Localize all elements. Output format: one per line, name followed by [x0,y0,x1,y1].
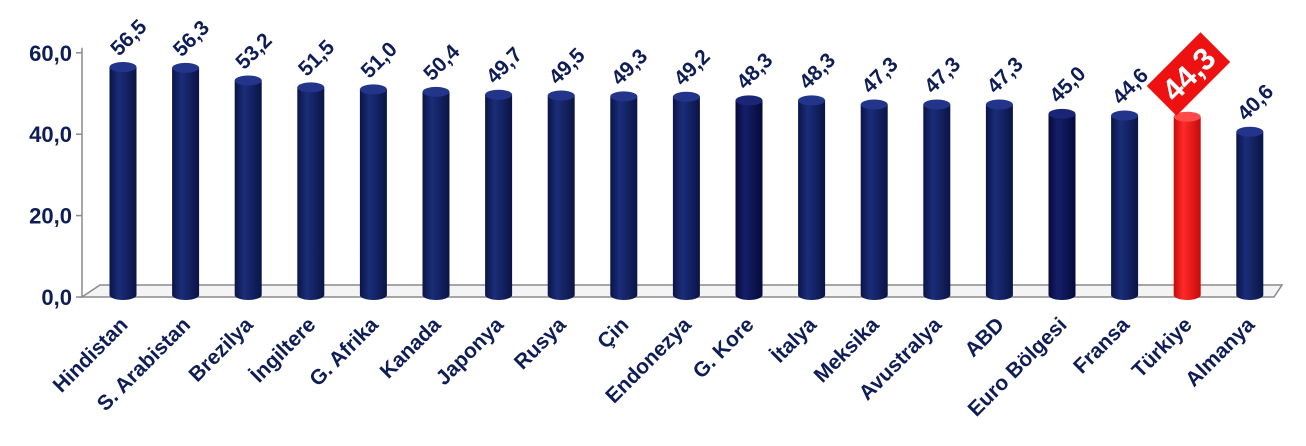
bar-body [610,96,638,300]
data-label: 49,3 [607,45,652,90]
category-label: Japonya [432,313,509,390]
category-label: Brezilya [185,313,258,386]
bar [422,86,450,300]
bar [297,82,325,301]
bar-body [860,104,888,300]
bar-body [172,67,200,300]
bar-body [359,89,387,301]
bar [1111,110,1139,300]
bar-cap [109,62,137,73]
bar-body [1236,131,1264,300]
bar-cap [610,91,638,102]
data-label: 56,5 [106,15,151,60]
bar-body [485,94,513,300]
bar-body [1173,116,1201,300]
category-label: Fransa [1069,313,1134,378]
category-label: Rusya [510,313,571,374]
bar [672,91,700,300]
bar [547,90,575,300]
bar [610,91,638,300]
bar-cap [735,95,763,106]
bar-cap [1236,126,1264,137]
bar-cap [923,99,951,110]
data-label: 47,3 [920,53,965,98]
bar-cap [297,82,325,93]
category-label: ABD [960,313,1008,361]
bar-cap [234,75,262,86]
bar [735,95,763,300]
bar-cap [798,95,826,106]
bar-cap [485,89,513,100]
data-label: 45,0 [1045,62,1090,107]
bar-cap [1111,110,1139,121]
bar [172,62,200,300]
data-label: 49,5 [544,44,589,89]
bar-body [109,67,137,300]
highlight-label-box [1146,32,1231,116]
data-label: 49,7 [482,43,527,88]
bar [985,99,1013,300]
bar-body [798,100,826,300]
data-label: 44,6 [1108,64,1153,109]
bar-body [923,104,951,300]
bar-cap [1048,108,1076,119]
bar-cap [359,84,387,95]
bar-body [297,87,325,301]
data-label: 48,3 [795,49,840,94]
category-label: Çin [593,313,633,353]
bar-body [234,80,262,300]
highlight-value-label: 44,3 [1146,32,1231,116]
bar-cap [422,86,450,97]
data-label: 47,3 [983,53,1028,98]
bar [359,84,387,301]
bar-cap [672,91,700,102]
data-label: 48,3 [732,49,777,94]
bar [1236,126,1264,300]
data-label: 49,2 [670,45,715,90]
data-label: 51,0 [357,38,402,83]
y-tick-label: 20,0 [29,204,72,229]
bar-body [547,95,575,300]
bar [1048,108,1076,300]
data-label: 47,3 [857,53,902,98]
data-label: 50,4 [419,40,464,85]
bar [1173,111,1201,300]
bar-cap [985,99,1013,110]
y-tick-label: 60,0 [29,41,72,66]
category-label: Almanya [1181,313,1259,391]
bars [109,62,1264,301]
data-label: 53,2 [231,29,276,74]
bar [485,89,513,300]
axes: 0,0 20,0 40,0 60,0 [29,41,1284,310]
y-tick-label: 0,0 [41,285,72,310]
category-label: G. Kore [689,313,759,383]
bar-body [735,100,763,300]
bar-body [672,96,700,300]
bar [234,75,262,300]
bar-body [1048,113,1076,300]
data-label: 51,5 [294,36,339,81]
data-label: 40,6 [1233,80,1278,125]
bar-body [1111,115,1139,300]
data-label: 56,3 [169,16,214,61]
bar [923,99,951,300]
bar-cap [172,62,200,73]
bar-cap [860,99,888,110]
bar [860,99,888,300]
category-label: G. Afrika [305,313,383,391]
category-label: İtalya [767,313,821,367]
bar-cap [547,90,575,101]
bar [109,62,137,300]
bar-body [422,91,450,300]
bar-cap [1173,111,1201,122]
bar [798,95,826,300]
bar-body [985,104,1013,300]
y-tick-label: 40,0 [29,122,72,147]
